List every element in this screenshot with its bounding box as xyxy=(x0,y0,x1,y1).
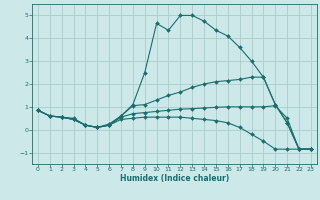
X-axis label: Humidex (Indice chaleur): Humidex (Indice chaleur) xyxy=(120,174,229,183)
